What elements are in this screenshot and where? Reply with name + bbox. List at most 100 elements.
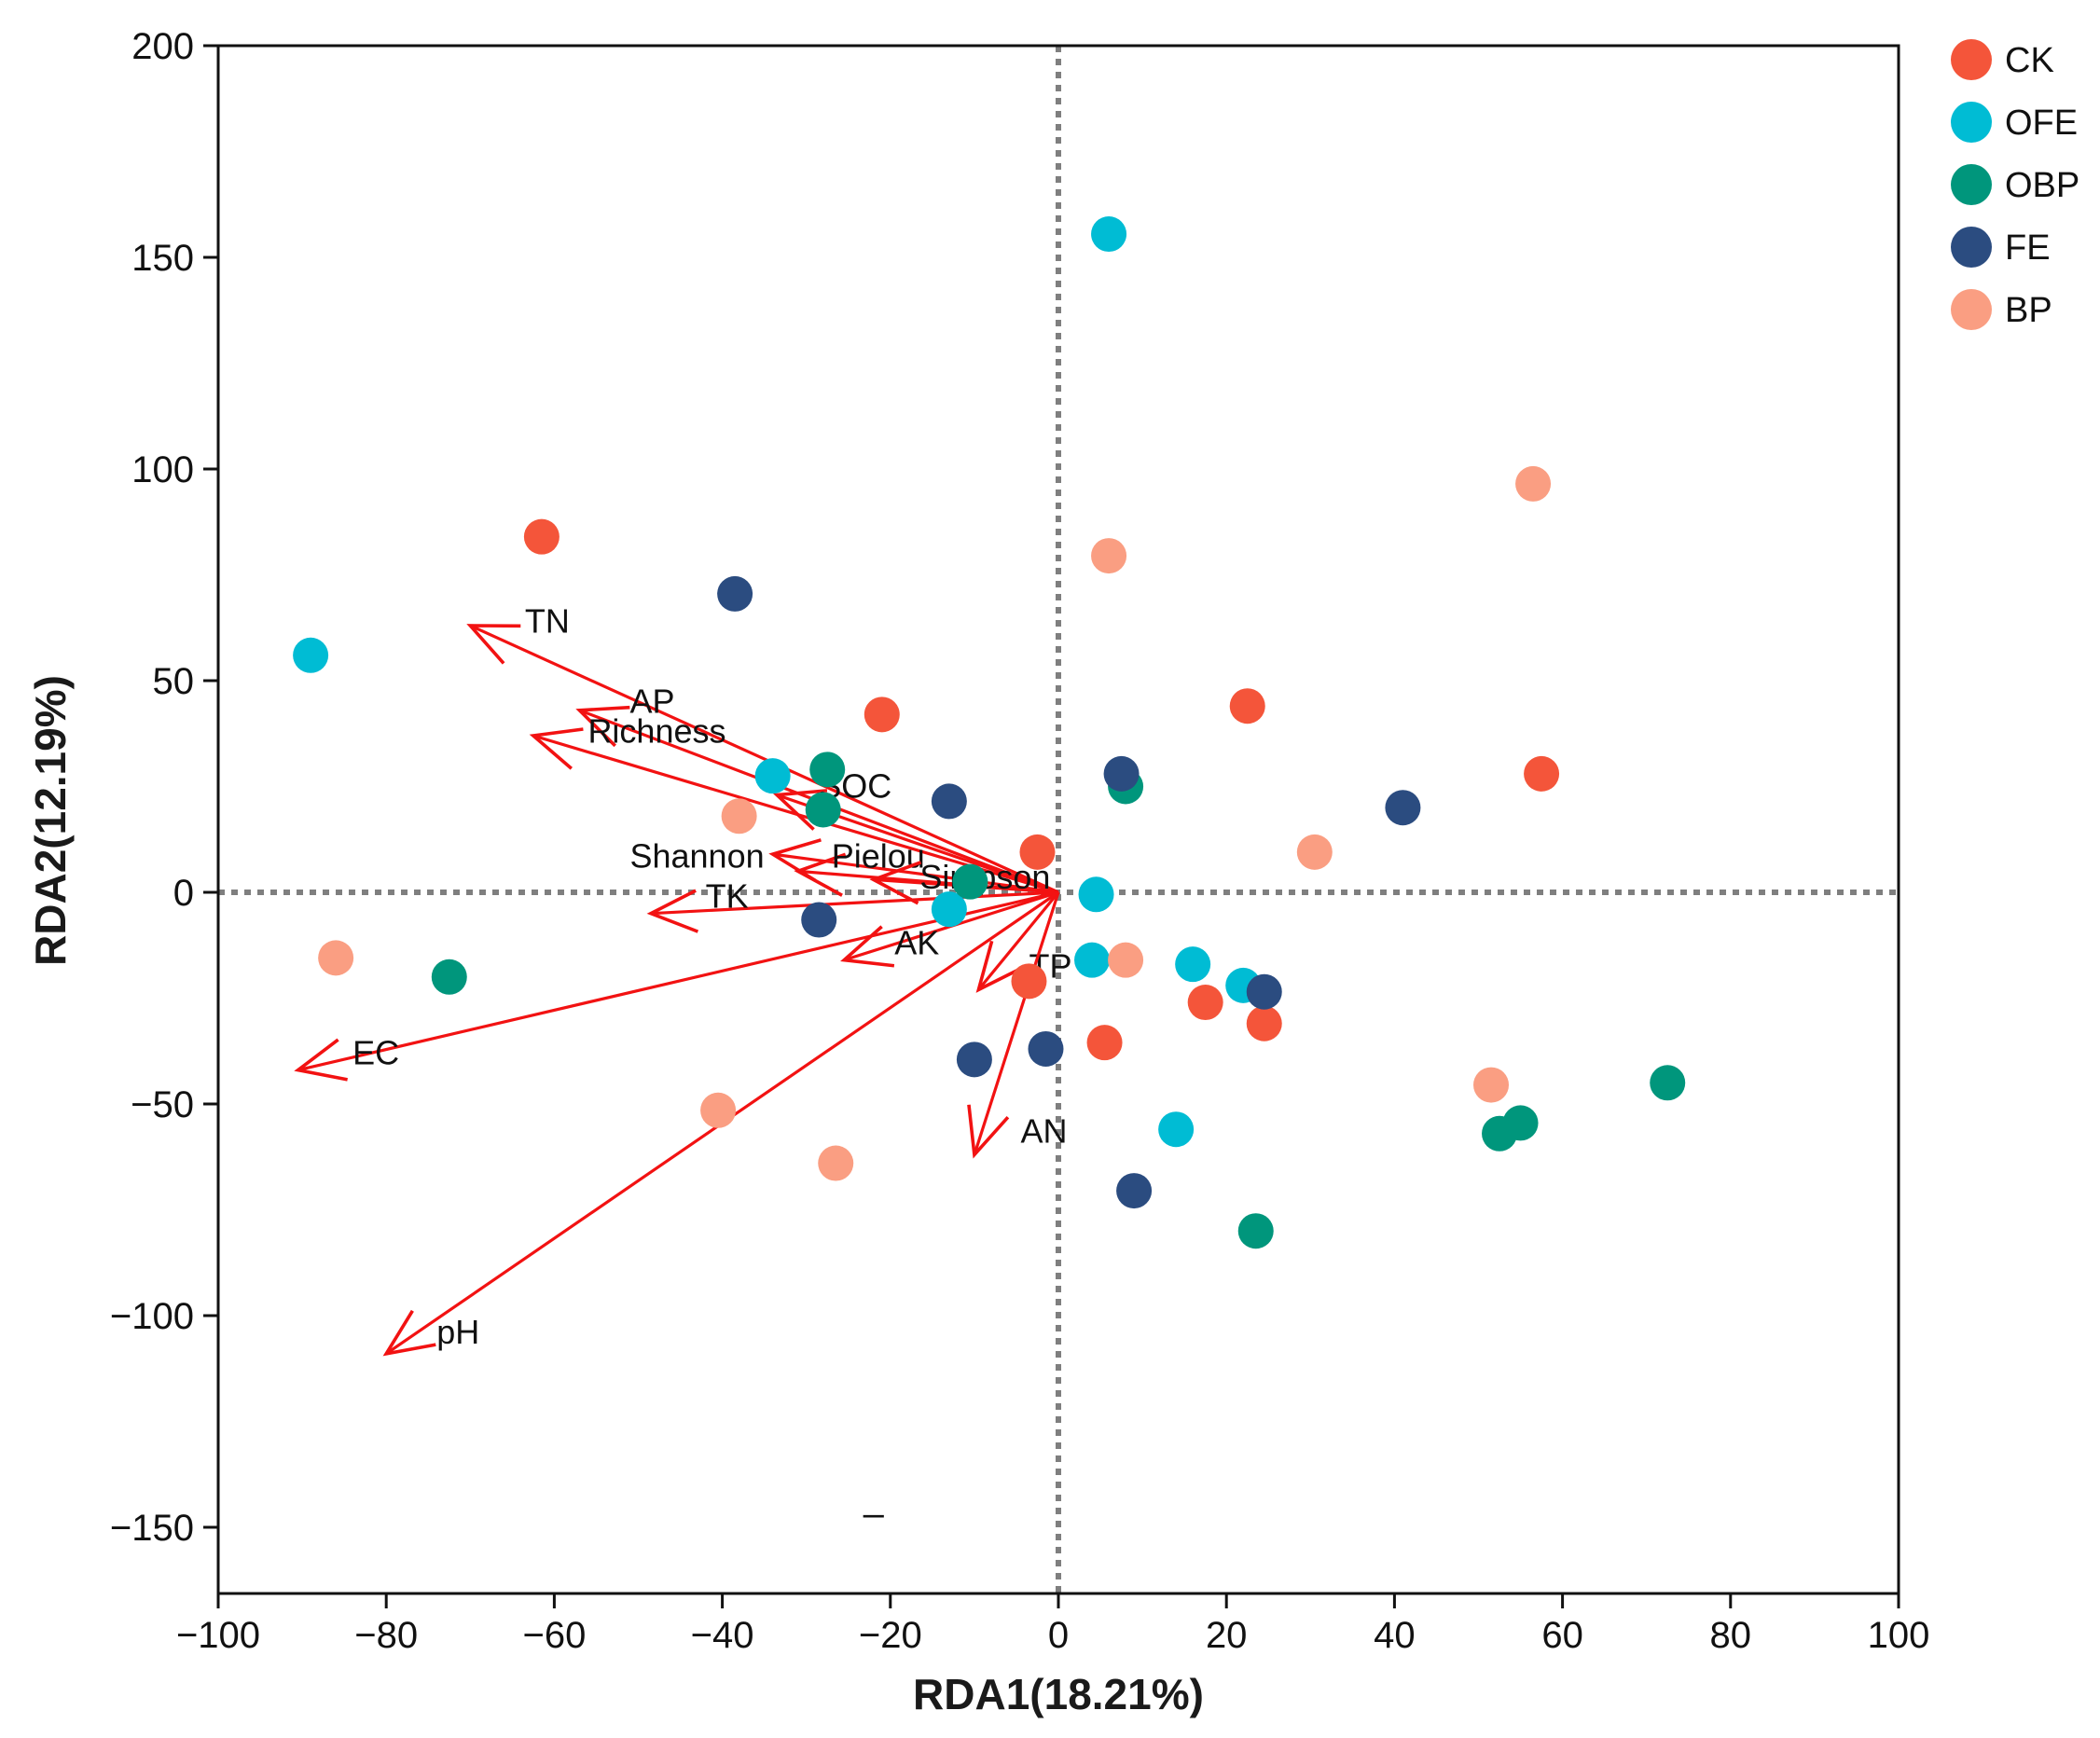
data-point-obp (1237, 1213, 1274, 1249)
vector-label: Richness (587, 711, 725, 750)
y-tick-label: 200 (131, 26, 194, 67)
legend-label: CK (2005, 41, 2054, 80)
vector-label: EC (352, 1034, 399, 1072)
y-tick-label: −100 (110, 1296, 194, 1337)
legend-label: OBP (2005, 166, 2079, 205)
vector-arrowhead (382, 1309, 436, 1357)
vector-arrowhead (529, 727, 584, 770)
vector-arrowhead (967, 1104, 1010, 1159)
legend-item-ck: CK (1951, 39, 2054, 80)
data-point-fe (1246, 973, 1282, 1010)
data-point-fe (1103, 755, 1140, 792)
x-tick-label: 40 (1374, 1615, 1416, 1656)
data-point-ofe (931, 891, 967, 928)
x-tick-label: 20 (1206, 1615, 1248, 1656)
vector-label: Pielou (832, 836, 925, 875)
data-point-bp (700, 1092, 737, 1128)
legend-item-bp: BP (1951, 289, 2052, 330)
data-point-obp (805, 792, 841, 828)
data-point-bp (1108, 942, 1144, 978)
data-point-obp (1650, 1065, 1686, 1101)
data-point-ck (523, 518, 560, 555)
x-tick-label: −60 (522, 1615, 586, 1656)
vector-line (973, 891, 1060, 1155)
data-point-fe (931, 783, 967, 820)
y-axis-title: RDA2(12.19%) (26, 675, 75, 966)
vector-ec: EC (294, 890, 1059, 1082)
x-tick-label: 100 (1868, 1615, 1930, 1656)
vector-line (469, 624, 1059, 894)
data-point-obp (1502, 1105, 1539, 1141)
y-tick-label: 150 (131, 238, 194, 279)
vector-an: AN (967, 891, 1067, 1159)
y-tick-label: 0 (173, 873, 194, 914)
vector-label: AN (1020, 1112, 1067, 1151)
series-ofe (293, 216, 1262, 1148)
data-point-fe (717, 575, 753, 612)
data-point-fe (1028, 1030, 1064, 1067)
series-ck (523, 518, 1560, 1061)
data-point-ck (1019, 834, 1056, 870)
legend-swatch (1951, 39, 1992, 80)
data-point-obp (952, 863, 988, 900)
vector-label: Shannon (629, 836, 764, 875)
data-point-obp (809, 752, 846, 788)
data-point-bp (1091, 538, 1127, 574)
data-point-ofe (1158, 1111, 1195, 1148)
data-point-ofe (1074, 942, 1111, 978)
vector-arrowhead (975, 940, 1025, 993)
vector-arrowhead (869, 861, 922, 905)
data-point-bp (1296, 834, 1333, 870)
data-point-ck (1229, 688, 1265, 724)
data-point-ck (1246, 1005, 1282, 1041)
series-obp (431, 752, 1686, 1249)
x-tick-label: 0 (1048, 1615, 1069, 1656)
vector-label: pH (436, 1313, 479, 1351)
data-point-ck (863, 697, 900, 733)
data-point-ofe (1078, 876, 1114, 913)
legend-label: OFE (2005, 103, 2078, 143)
x-tick-label: 80 (1710, 1615, 1752, 1656)
series-fe (717, 575, 1421, 1209)
vector-arrowhead (575, 705, 630, 748)
vector-line (297, 890, 1059, 1072)
legend-swatch (1951, 289, 1992, 330)
x-tick-label: −80 (354, 1615, 418, 1656)
x-tick-label: −40 (691, 1615, 754, 1656)
x-axis: −100 −80 −60 −40 −20 0 20 40 60 80 100 (176, 1593, 1929, 1656)
x-tick-label: 60 (1541, 1615, 1583, 1656)
data-point-bp (1473, 1067, 1510, 1103)
y-tick-label: −150 (110, 1508, 194, 1549)
data-point-ck (1011, 963, 1047, 1000)
y-tick-label: 50 (153, 661, 195, 702)
vector-arrowhead (466, 624, 521, 665)
vector-label: AP (629, 683, 674, 721)
stray-dash-mark: – (863, 1493, 885, 1534)
x-tick-label: −20 (859, 1615, 922, 1656)
data-point-fe (956, 1041, 992, 1078)
y-tick-label: 100 (131, 449, 194, 490)
vector-pielou: Pielou (794, 836, 1059, 897)
vector-line (772, 852, 1059, 894)
legend-swatch (1951, 227, 1992, 268)
data-point-bp (1515, 465, 1552, 502)
legend-swatch (1951, 164, 1992, 205)
data-point-fe (1116, 1173, 1153, 1209)
legend-label: FE (2005, 228, 2051, 268)
vector-tk: TK (646, 877, 1059, 933)
data-point-ck (1086, 1025, 1123, 1061)
vector-arrowhead (794, 852, 847, 897)
legend-label: BP (2005, 291, 2052, 330)
data-point-ofe (754, 758, 791, 794)
data-point-ofe (1091, 216, 1127, 253)
vector-arrowhead (646, 889, 699, 933)
data-point-bp (818, 1145, 854, 1181)
vector-label: TN (525, 601, 570, 640)
legend-item-fe: FE (1951, 227, 2051, 268)
data-point-bp (721, 798, 757, 835)
data-point-fe (801, 902, 837, 938)
data-point-ofe (293, 637, 329, 673)
data-point-ck (1524, 755, 1560, 792)
legend: CK OFE OBP FE BP (1951, 39, 2079, 330)
vector-label: TK (706, 877, 749, 916)
